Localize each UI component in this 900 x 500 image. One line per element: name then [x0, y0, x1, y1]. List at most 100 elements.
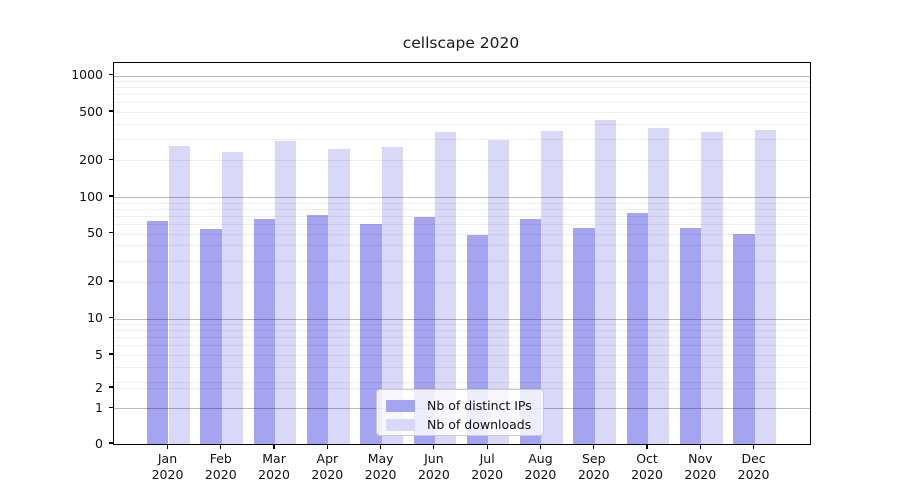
legend-swatch-downloads [386, 418, 415, 431]
gridline [114, 318, 810, 320]
bar-downloads [541, 130, 563, 444]
legend-label-downloads: Nb of downloads [427, 416, 532, 432]
bar-distinct-ips [200, 228, 222, 444]
bar-downloads [754, 130, 776, 444]
x-tick-mark [699, 444, 701, 449]
gridline [114, 112, 810, 114]
chart-title: cellscape 2020 [402, 34, 520, 52]
x-tick-mark [433, 444, 435, 449]
bar-downloads [168, 146, 190, 444]
gridline [114, 202, 810, 204]
y-tick-label: 1000 [71, 67, 103, 82]
y-tick-label: 200 [79, 151, 103, 167]
gridline [114, 345, 810, 347]
x-tick-mark [486, 444, 488, 449]
gridline [114, 215, 810, 217]
gridline [114, 160, 810, 162]
bar-distinct-ips [680, 227, 702, 444]
x-tick-label: Dec 2020 [737, 451, 770, 482]
y-tick-mark [108, 73, 113, 76]
x-tick-mark [273, 444, 275, 449]
x-tick-label: May 2020 [364, 451, 397, 482]
gridline [114, 223, 810, 225]
gridline [114, 139, 810, 141]
y-tick-label: 20 [87, 273, 103, 289]
y-tick-label: 10 [87, 310, 103, 325]
y-tick-label: 1 [95, 399, 103, 415]
x-tick-mark [539, 444, 542, 449]
x-tick-label: Apr 2020 [311, 451, 344, 482]
bar-distinct-ips [253, 218, 276, 444]
bars-layer [114, 63, 810, 444]
bar-downloads [488, 140, 510, 444]
x-tick-label: Mar 2020 [258, 451, 290, 482]
y-tick-mark [108, 195, 113, 197]
gridline [114, 123, 810, 125]
bar-downloads [221, 151, 244, 444]
y-tick-mark [108, 158, 113, 160]
bar-downloads [275, 140, 297, 444]
gridline [114, 94, 810, 96]
gridline [114, 330, 810, 332]
x-tick-label: Aug 2020 [524, 451, 557, 482]
y-tick-mark [108, 231, 113, 234]
bar-downloads [648, 128, 670, 444]
y-tick-label: 5 [95, 346, 103, 362]
x-tick-mark [646, 444, 648, 449]
x-tick-mark [752, 444, 755, 449]
legend-swatch-ips [386, 399, 415, 412]
y-tick-label: 100 [79, 188, 103, 204]
x-tick-label: Jan 2020 [151, 451, 184, 482]
gridline [114, 388, 810, 389]
bar-downloads [701, 132, 723, 444]
gridline [114, 197, 810, 199]
gridline [114, 208, 810, 210]
legend-label-ips: Nb of distinct IPs [427, 397, 532, 413]
bar-distinct-ips [147, 221, 169, 444]
bar-downloads [434, 131, 457, 444]
gridline [114, 245, 810, 247]
gridline [114, 324, 810, 326]
bar-distinct-ips [573, 227, 595, 444]
y-tick-label: 500 [79, 103, 103, 119]
plot-area: Nb of distinct IPs Nb of downloads [113, 62, 811, 445]
x-tick-mark [220, 444, 222, 449]
gridline [114, 102, 810, 104]
grid-layer [114, 63, 810, 444]
bar-distinct-ips [626, 212, 649, 444]
bar-distinct-ips [733, 233, 755, 444]
bar-distinct-ips [413, 216, 435, 444]
x-tick-label: Oct 2020 [631, 451, 663, 482]
y-tick-mark [108, 316, 113, 319]
gridline [114, 366, 810, 368]
x-tick-mark [166, 444, 169, 449]
y-tick-label: 50 [87, 225, 103, 241]
x-tick-label: Jul 2020 [471, 451, 504, 482]
x-tick-label: Nov 2020 [684, 451, 717, 482]
y-tick-mark [108, 406, 113, 408]
gridline [114, 355, 810, 357]
legend: Nb of distinct IPs Nb of downloads [376, 389, 544, 436]
gridline [114, 281, 810, 283]
x-tick-mark [593, 444, 595, 449]
x-tick-mark [380, 444, 382, 449]
y-tick-label: 2 [95, 379, 103, 395]
gridline [114, 260, 810, 262]
y-tick-mark [108, 386, 113, 388]
gridline [114, 75, 810, 77]
x-tick-label: Jun 2020 [417, 451, 450, 482]
bar-distinct-ips [520, 218, 542, 444]
bar-distinct-ips [307, 215, 329, 444]
gridline [114, 81, 810, 83]
gridline [114, 382, 810, 384]
y-tick-mark [108, 442, 113, 444]
gridline [114, 233, 810, 235]
gridline [114, 337, 810, 339]
bar-downloads [594, 119, 617, 444]
y-tick-mark [108, 110, 113, 112]
bar-downloads [328, 149, 350, 444]
legend-item-downloads: Nb of downloads [386, 416, 533, 433]
x-tick-label: Feb 2020 [204, 451, 237, 482]
